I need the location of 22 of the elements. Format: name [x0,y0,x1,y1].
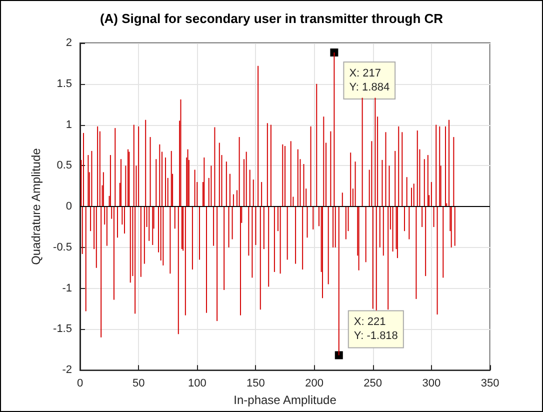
x-tick-label: 0 [76,378,84,390]
x-tick-label: 50 [132,378,145,390]
annotation: X: 221 Y: -1.818 [354,316,398,342]
y-tick-label: -0.5 [53,241,72,254]
y-tick-label: 1 [66,118,72,131]
y-tick-label: 2 [66,37,72,49]
y-axis-title: Quadrature Amplitude [29,148,43,265]
y-tick-label: -2 [62,364,72,376]
x-tick-label: 200 [305,378,324,390]
y-tick-label: -1.5 [53,323,72,336]
x-tick-label: 250 [364,378,382,390]
y-tick-label: -1 [62,282,72,294]
x-axis-title: In-phase Amplitude [234,393,337,407]
x-tick-label: 150 [246,378,265,390]
x-tick-label: 300 [422,378,441,390]
annotation: X: 217 Y: 1.884 [349,67,390,94]
y-tick-label: 0.5 [56,160,72,172]
y-tick-label: 1.5 [56,78,72,90]
y-tick-label: 0 [66,200,72,213]
x-tick-label: 100 [188,378,206,390]
x-tick-label: 350 [480,378,500,390]
chart-title: (A) Signal for secondary user in transmitter through CR [100,11,444,26]
